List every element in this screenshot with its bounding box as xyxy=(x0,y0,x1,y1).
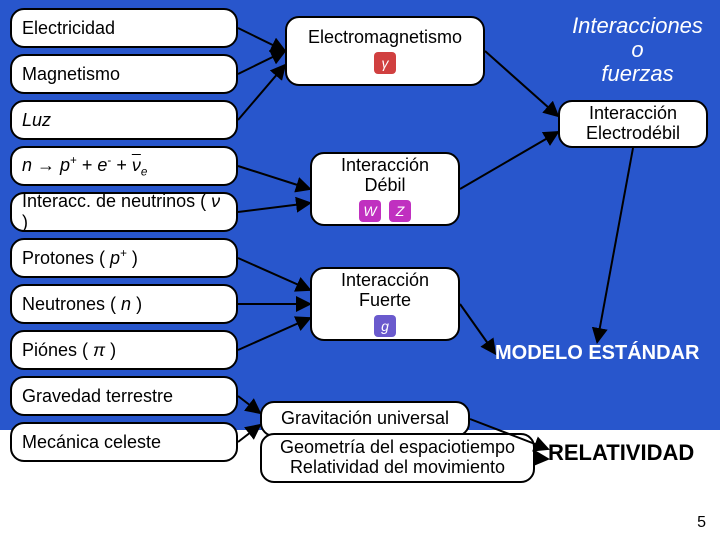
arrow-4 xyxy=(238,203,310,212)
arrow-5 xyxy=(238,258,310,290)
arrow-0 xyxy=(238,28,285,51)
arrow-15 xyxy=(535,458,548,459)
arrow-9 xyxy=(238,425,260,442)
arrow-1 xyxy=(238,51,285,74)
arrow-12 xyxy=(597,148,633,342)
slide-canvas: ElectricidadMagnetismoLuzn → p+ + e- + ν… xyxy=(0,0,720,540)
arrow-7 xyxy=(238,318,310,350)
arrow-11 xyxy=(460,132,558,189)
arrow-8 xyxy=(238,396,260,413)
arrow-3 xyxy=(238,166,310,189)
arrow-14 xyxy=(470,419,548,449)
arrow-10 xyxy=(485,51,558,116)
arrow-2 xyxy=(238,65,285,120)
arrow-13 xyxy=(460,304,495,354)
arrows-layer xyxy=(0,0,720,540)
